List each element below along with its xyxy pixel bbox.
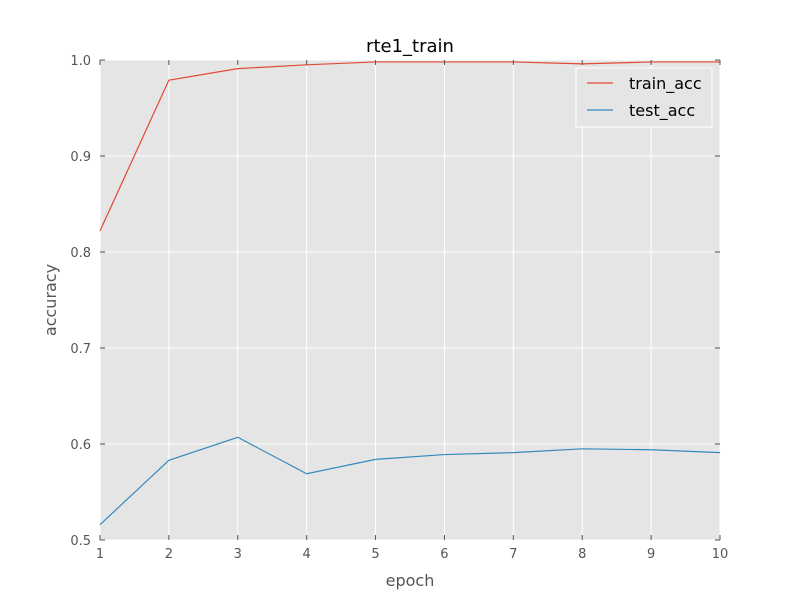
- y-tick-label: 1.0: [70, 54, 91, 69]
- x-tick-label: 7: [509, 547, 517, 562]
- y-tick-label: 0.9: [70, 150, 91, 165]
- legend-label-test_acc: test_acc: [629, 101, 695, 121]
- x-tick-label: 3: [234, 547, 242, 562]
- x-tick-label: 6: [440, 547, 448, 562]
- x-tick-label: 9: [647, 547, 655, 562]
- legend: train_acc test_acc: [575, 67, 713, 128]
- x-tick-label: 1: [96, 547, 104, 562]
- y-tick-label: 0.5: [70, 534, 91, 549]
- plot-background: [100, 60, 720, 540]
- tick-layer: 1 2 3 4 5 6 7 8 9 10 0.5 0.6 0.7 0.8 0.9 1.0: [70, 54, 728, 562]
- y-tick-label: 0.6: [70, 438, 91, 453]
- series-line-test_acc: [99, 436, 721, 526]
- x-tick-label: 5: [371, 547, 379, 562]
- chart-title: rte1_train: [366, 36, 454, 57]
- legend-label-train_acc: train_acc: [629, 74, 702, 94]
- series-line-train_acc: [99, 61, 720, 232]
- grid-layer: [99, 59, 721, 541]
- legend-box: [575, 67, 713, 128]
- y-axis-title: accuracy: [41, 264, 60, 336]
- x-tick-label: 10: [712, 547, 729, 562]
- x-tick-label: 2: [165, 547, 173, 562]
- y-tick-label: 0.7: [70, 342, 91, 357]
- x-axis-title: epoch: [386, 571, 435, 590]
- y-tick-label: 0.8: [70, 246, 91, 261]
- x-tick-label: 8: [578, 547, 586, 562]
- x-tick-label: 4: [303, 547, 311, 562]
